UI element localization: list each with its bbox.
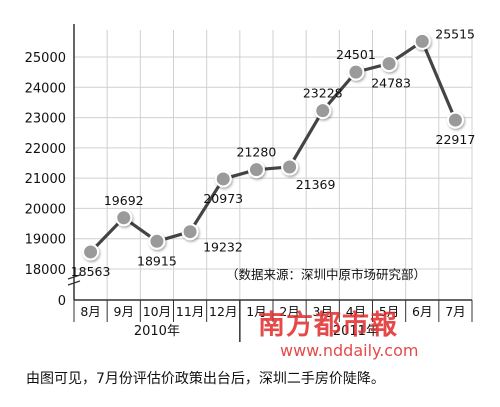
- chart-caption: 由图可见，7月份评估价政策出台后，深圳二手房价陡降。: [26, 371, 385, 387]
- y-tick-label: 18000: [25, 263, 66, 278]
- data-label: 19232: [203, 240, 243, 255]
- tick-labels: 0 18000 19000 20000 21000 22000 23000 24000 2500…: [25, 51, 466, 339]
- data-point: [181, 223, 199, 241]
- data-labels: 18563 19692 18915 19232 20973 21280 21369 23228…: [71, 26, 476, 279]
- data-label: 24501: [336, 47, 376, 62]
- y-tick-label: 23000: [25, 112, 66, 127]
- x-tick-label: 1月: [246, 304, 266, 319]
- watermark-logo: 南方都市報 www.nddaily.com: [258, 309, 418, 360]
- y-tick-label: 24000: [25, 81, 66, 96]
- data-point: [413, 32, 431, 50]
- data-point: [115, 209, 133, 227]
- data-point: [148, 232, 166, 250]
- y-tick-label: 22000: [25, 142, 66, 157]
- data-label: 24783: [371, 76, 411, 91]
- data-point: [314, 102, 332, 120]
- data-label: 25515: [435, 26, 475, 41]
- year-group-label: 2011年: [333, 324, 379, 339]
- watermark-url: www.nddaily.com: [280, 341, 418, 360]
- data-label: 21280: [237, 145, 277, 160]
- x-tick-label: 3月: [313, 304, 333, 319]
- series-markers: [82, 32, 464, 261]
- data-point: [380, 55, 398, 73]
- data-point: [347, 63, 365, 81]
- x-tick-label: 10月: [143, 304, 171, 319]
- year-group-label: 2010年: [134, 324, 180, 339]
- y-tick-label: 19000: [25, 233, 66, 248]
- source-note: （数据来源：深圳中原市场研究部）: [226, 267, 426, 282]
- data-label: 22917: [436, 132, 476, 147]
- data-point: [446, 111, 464, 129]
- x-tick-label: 11月: [176, 304, 204, 319]
- x-tick-label: 12月: [209, 304, 237, 319]
- x-tick-label: 5月: [379, 304, 399, 319]
- data-label: 20973: [203, 191, 243, 206]
- x-tick-label: 2月: [279, 304, 299, 319]
- data-point: [214, 170, 232, 188]
- data-point: [82, 243, 100, 261]
- x-tick-label: 7月: [445, 304, 465, 319]
- watermark-brand: 南方都市報: [258, 309, 398, 341]
- y-tick-label: 0: [58, 294, 66, 309]
- data-label: 18915: [137, 253, 177, 268]
- data-label: 18563: [71, 264, 111, 279]
- x-tick-label: 6月: [412, 304, 432, 319]
- axis-break-mark: [67, 274, 81, 286]
- x-tick-label: 4月: [346, 304, 366, 319]
- data-point: [281, 158, 299, 176]
- axes: [67, 24, 473, 342]
- y-tick-label: 21000: [25, 172, 66, 187]
- x-tick-label: 8月: [80, 304, 100, 319]
- data-label: 23228: [303, 86, 343, 101]
- grid-lines: [73, 30, 473, 300]
- data-point: [247, 161, 265, 179]
- y-tick-label: 20000: [25, 202, 66, 217]
- data-label: 19692: [104, 193, 144, 208]
- y-tick-label: 25000: [25, 51, 66, 66]
- x-tick-label: 9月: [114, 304, 134, 319]
- data-label: 21369: [296, 177, 336, 192]
